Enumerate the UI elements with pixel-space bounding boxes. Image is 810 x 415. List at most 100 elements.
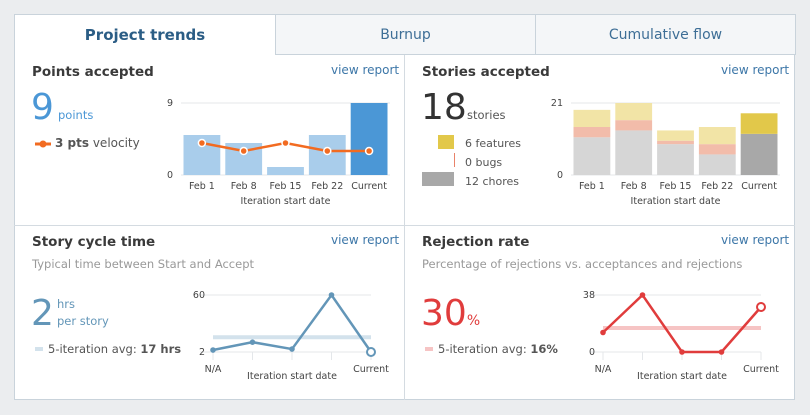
bar-features xyxy=(573,109,611,127)
cycle-time-unit-2: per story xyxy=(57,314,109,328)
divider xyxy=(404,55,405,400)
avg-legend-icon xyxy=(35,347,43,351)
avg-label: 5-iteration avg: xyxy=(438,342,527,356)
x-tick-label: N/A xyxy=(205,364,222,375)
bar-chores xyxy=(657,144,694,175)
velocity-point xyxy=(281,138,290,148)
cycle-time-subtitle: Typical time between Start and Accept xyxy=(32,257,255,271)
velocity-point xyxy=(239,146,248,156)
bar-features xyxy=(698,127,736,145)
bar-chores xyxy=(615,130,653,175)
velocity-legend-icon xyxy=(35,140,51,148)
x-axis-label: Iteration start date xyxy=(631,196,721,207)
x-tick-label: Feb 22 xyxy=(311,181,343,192)
data-point xyxy=(249,339,256,345)
rejection-avg-text: 5-iteration avg: 16% xyxy=(438,342,558,356)
velocity-value: 3 pts xyxy=(55,136,89,150)
percent-sign: % xyxy=(466,313,481,329)
velocity-point xyxy=(323,146,332,156)
stories-unit: stories xyxy=(467,108,506,122)
data-point xyxy=(210,347,216,353)
x-tick-label: Current xyxy=(743,364,779,375)
points-accepted-title: Points accepted xyxy=(32,64,154,80)
features-swatch xyxy=(438,135,454,149)
bar xyxy=(350,103,388,175)
y-tick-label: 38 xyxy=(583,290,595,301)
y-tick-label: 0 xyxy=(589,347,595,358)
velocity-text: 3 pts velocity xyxy=(55,136,140,150)
avg-value: 17 hrs xyxy=(140,342,182,356)
bar-features xyxy=(615,103,653,121)
tab-burnup[interactable]: Burnup xyxy=(275,14,536,55)
avg-legend-icon xyxy=(425,347,433,351)
stories-accepted-title: Stories accepted xyxy=(422,64,550,80)
x-tick-label: Feb 8 xyxy=(621,181,647,192)
tab-cumulative-flow[interactable]: Cumulative flow xyxy=(535,14,796,55)
bar-bugs xyxy=(615,120,653,131)
avg-value: 16% xyxy=(530,342,558,356)
divider xyxy=(14,225,795,226)
chores-swatch xyxy=(422,172,454,186)
bar-bugs xyxy=(573,127,611,138)
velocity-point xyxy=(364,146,374,156)
data-point xyxy=(718,349,725,355)
bar-chores xyxy=(740,133,778,175)
stories-accepted-chart: 21 0 Feb 1 Feb 8 Feb 15 Feb 22 Current Iteratio… xyxy=(551,98,780,207)
x-tick-label: N/A xyxy=(595,364,612,375)
velocity-label: velocity xyxy=(92,136,140,150)
tab-project-trends[interactable]: Project trends xyxy=(14,14,276,55)
rejection-rate-subtitle: Percentage of rejections vs. acceptances… xyxy=(422,257,743,271)
chores-legend: 12 chores xyxy=(465,175,520,188)
x-tick-label: Current xyxy=(351,181,387,192)
data-point xyxy=(756,302,766,312)
rejection-rate-value: 30% xyxy=(421,296,480,339)
bar xyxy=(267,167,304,175)
features-legend: 6 features xyxy=(465,137,521,150)
cycle-time-chart: 60 2N/A Current Iteration start date xyxy=(193,290,389,382)
series-line xyxy=(212,292,373,353)
x-tick-label: Feb 15 xyxy=(660,181,692,192)
rejection-rate-chart: 38 0N/A Current Iteration start date xyxy=(583,290,779,382)
stories-value: 18 xyxy=(421,87,467,128)
data-point xyxy=(679,349,685,355)
cycle-time-unit: hrs xyxy=(57,297,76,311)
x-tick-label: Feb 22 xyxy=(701,181,733,192)
bar-bugs xyxy=(657,140,694,145)
y-tick-label: 21 xyxy=(551,98,563,109)
cycle-avg-text: 5-iteration avg: 17 hrs xyxy=(48,342,181,356)
bar-chores xyxy=(698,154,736,175)
bar-features xyxy=(657,130,694,141)
x-tick-label: Feb 1 xyxy=(189,181,215,192)
velocity-point xyxy=(197,138,207,148)
x-tick-label: Feb 1 xyxy=(579,181,605,192)
points-view-report-link[interactable]: view report xyxy=(331,63,400,77)
x-tick-label: Current xyxy=(353,364,389,375)
stories-view-report-link[interactable]: view report xyxy=(721,63,790,77)
x-tick-label: Feb 8 xyxy=(231,181,257,192)
bar-features xyxy=(740,113,778,134)
y-tick-label: 60 xyxy=(193,290,205,301)
rejection-view-report-link[interactable]: view report xyxy=(721,233,790,247)
cycle-time-value: 2 xyxy=(31,293,54,334)
series-line xyxy=(602,293,762,354)
x-tick-label: Feb 15 xyxy=(270,181,302,192)
x-axis-label: Iteration start date xyxy=(247,371,337,382)
points-unit: points xyxy=(58,108,94,122)
cycle-time-title: Story cycle time xyxy=(32,234,156,250)
bar-bugs xyxy=(698,144,736,155)
data-point xyxy=(600,329,606,336)
x-axis-label: Iteration start date xyxy=(241,196,331,207)
y-tick-label: 9 xyxy=(167,98,173,109)
data-point xyxy=(328,292,335,298)
cycle-view-report-link[interactable]: view report xyxy=(331,233,400,247)
rejection-number: 30 xyxy=(421,293,467,334)
points-value: 9 xyxy=(31,87,54,128)
y-tick-label: 0 xyxy=(167,170,173,181)
x-axis-label: Iteration start date xyxy=(637,371,727,382)
y-tick-label: 2 xyxy=(199,347,205,358)
data-point xyxy=(366,347,376,357)
bugs-swatch xyxy=(454,153,455,167)
y-tick-label: 0 xyxy=(557,170,563,181)
x-tick-label: Current xyxy=(741,181,777,192)
avg-label: 5-iteration avg: xyxy=(48,342,137,356)
